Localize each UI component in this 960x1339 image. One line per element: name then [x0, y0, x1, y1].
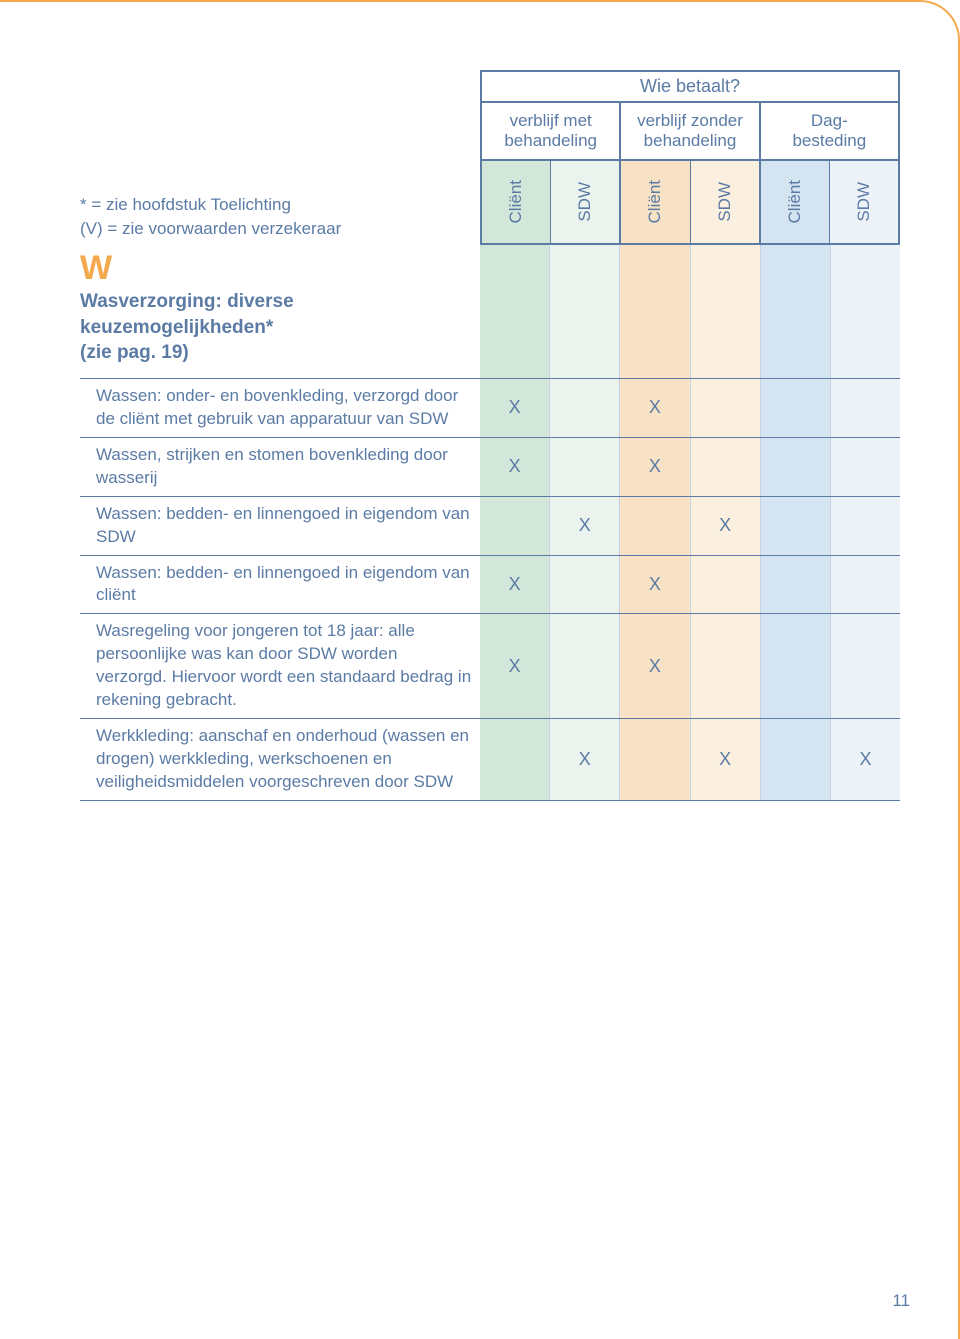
subcol-5-label: Cliënt	[785, 180, 805, 223]
section-cell-5	[760, 245, 830, 378]
page-content: * = zie hoofdstuk Toelichting (V) = zie …	[0, 0, 960, 841]
cell: X	[480, 438, 549, 496]
section-letter: W	[80, 251, 472, 285]
top-area: * = zie hoofdstuk Toelichting (V) = zie …	[80, 70, 900, 245]
row-desc: Wassen, strijken en stomen bovenkleding …	[80, 438, 480, 496]
cell	[690, 438, 760, 496]
section-title-line-1: Wasverzorging: diverse	[80, 289, 472, 315]
row-cells: XX	[480, 497, 900, 555]
cell	[549, 556, 619, 614]
cell: X	[480, 614, 549, 718]
cell	[830, 379, 900, 437]
cell: X	[480, 379, 549, 437]
cell: X	[830, 719, 900, 800]
row-desc: Wassen: bedden- en linnengoed in eigendo…	[80, 556, 480, 614]
table-row: Wassen, strijken en stomen bovenkleding …	[80, 438, 900, 497]
table-row: Wasregeling voor jongeren tot 18 jaar: a…	[80, 614, 900, 719]
row-cells: XX	[480, 379, 900, 437]
header-title: Wie betaalt?	[482, 72, 898, 103]
row-desc: Wassen: onder- en bovenkleding, verzorgd…	[80, 379, 480, 437]
cell	[549, 614, 619, 718]
subcol-4: SDW	[690, 161, 759, 243]
cell	[760, 497, 830, 555]
cell: X	[549, 497, 619, 555]
row-cells: XXX	[480, 719, 900, 800]
cell	[480, 719, 549, 800]
row-cells: XX	[480, 438, 900, 496]
section-cell-1	[480, 245, 549, 378]
group-1-label: verblijf met behandeling	[482, 103, 619, 161]
cell: X	[690, 719, 760, 800]
row-desc: Werkkleding: aanschaf en onderhoud (wass…	[80, 719, 480, 800]
cell	[760, 556, 830, 614]
subcol-5: Cliënt	[761, 161, 829, 243]
legend: * = zie hoofdstuk Toelichting (V) = zie …	[80, 193, 460, 245]
cell	[690, 379, 760, 437]
section-title: Wasverzorging: diverse keuzemogelijkhede…	[80, 289, 472, 366]
cell	[830, 497, 900, 555]
cell	[830, 556, 900, 614]
cell: X	[549, 719, 619, 800]
subcol-2-label: SDW	[575, 182, 595, 222]
cell	[760, 614, 830, 718]
section-title-line-2: keuzemogelijkheden*	[80, 315, 472, 341]
cell	[619, 719, 689, 800]
subcol-2: SDW	[550, 161, 619, 243]
cell: X	[619, 556, 689, 614]
group-3: Dag- besteding Cliënt SDW	[759, 103, 898, 243]
section-cell-4	[690, 245, 760, 378]
row-desc: Wassen: bedden- en linnengoed in eigendo…	[80, 497, 480, 555]
cell	[549, 379, 619, 437]
group-1: verblijf met behandeling Cliënt SDW	[482, 103, 619, 243]
section-title-line-3: (zie pag. 19)	[80, 340, 472, 366]
page-number: 11	[892, 1291, 910, 1311]
table-row: Wassen: bedden- en linnengoed in eigendo…	[80, 497, 900, 556]
subcol-6-label: SDW	[854, 182, 874, 222]
table-rows: Wassen: onder- en bovenkleding, verzorgd…	[80, 379, 900, 801]
section-cell-3	[619, 245, 689, 378]
column-header-box: Wie betaalt? verblijf met behandeling Cl…	[480, 70, 900, 245]
cell: X	[690, 497, 760, 555]
cell: X	[619, 379, 689, 437]
cell	[760, 438, 830, 496]
row-cells: XX	[480, 614, 900, 718]
table-row: Werkkleding: aanschaf en onderhoud (wass…	[80, 719, 900, 801]
group-3-label: Dag- besteding	[761, 103, 898, 161]
cell	[760, 719, 830, 800]
cell	[690, 614, 760, 718]
subcol-3-label: Cliënt	[645, 180, 665, 223]
cell	[760, 379, 830, 437]
section-cell-2	[549, 245, 619, 378]
header-groups: verblijf met behandeling Cliënt SDW verb…	[482, 103, 898, 243]
cell	[480, 497, 549, 555]
subcol-1: Cliënt	[482, 161, 550, 243]
cell	[549, 438, 619, 496]
cell	[830, 614, 900, 718]
cell	[690, 556, 760, 614]
table-row: Wassen: onder- en bovenkleding, verzorgd…	[80, 379, 900, 438]
cell	[619, 497, 689, 555]
row-cells: XX	[480, 556, 900, 614]
section-cell-6	[830, 245, 900, 378]
subcol-1-label: Cliënt	[506, 180, 526, 223]
table-row: Wassen: bedden- en linnengoed in eigendo…	[80, 556, 900, 615]
group-2-label: verblijf zonder behandeling	[621, 103, 758, 161]
legend-line-1: * = zie hoofdstuk Toelichting	[80, 193, 460, 217]
section-header-cells	[480, 245, 900, 378]
cell: X	[480, 556, 549, 614]
legend-line-2: (V) = zie voorwaarden verzekeraar	[80, 217, 460, 241]
section-header-row: W Wasverzorging: diverse keuzemogelijkhe…	[80, 245, 900, 379]
cell	[830, 438, 900, 496]
subcol-3: Cliënt	[621, 161, 689, 243]
cell: X	[619, 438, 689, 496]
group-2: verblijf zonder behandeling Cliënt SDW	[619, 103, 758, 243]
row-desc: Wasregeling voor jongeren tot 18 jaar: a…	[80, 614, 480, 718]
cell: X	[619, 614, 689, 718]
subcol-4-label: SDW	[715, 182, 735, 222]
subcol-6: SDW	[829, 161, 898, 243]
